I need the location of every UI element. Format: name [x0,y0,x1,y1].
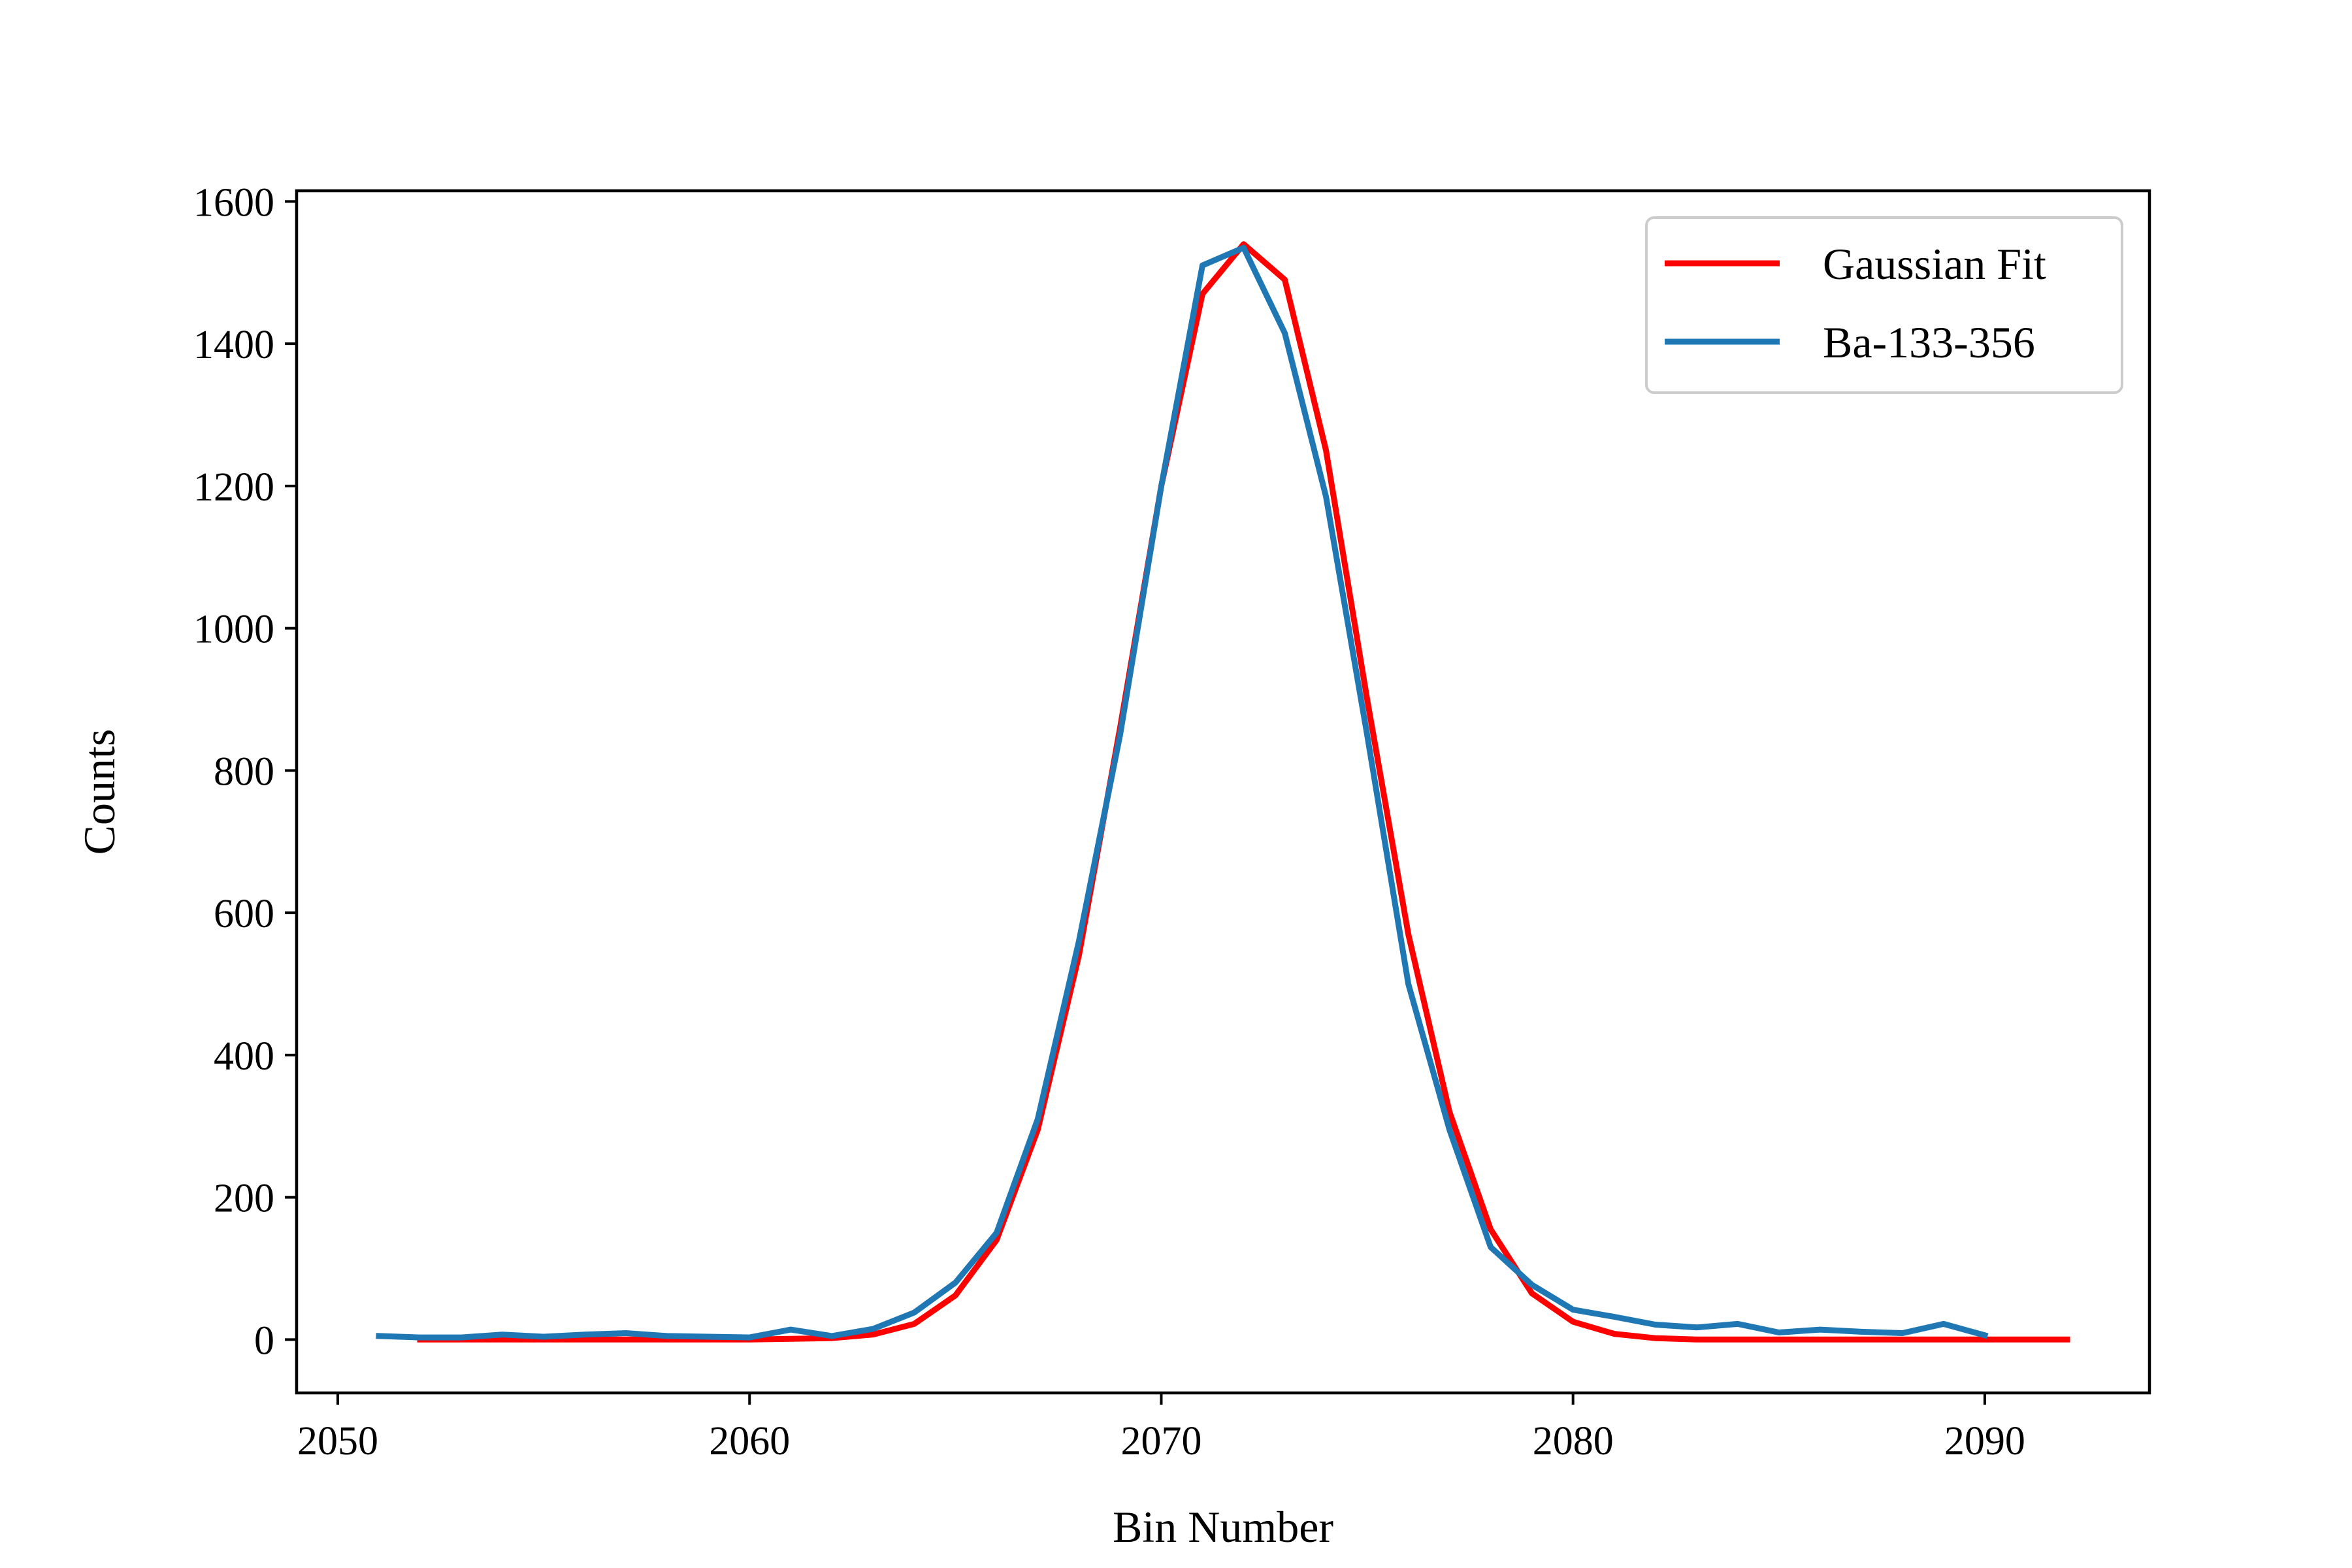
y-tick-label: 1600 [193,180,274,225]
y-axis-label: Counts [74,729,124,855]
x-tick-label: 2080 [1533,1419,1614,1463]
y-tick-label: 1000 [193,608,274,652]
legend: Gaussian Fit Ba-133-356 [1645,216,2123,394]
legend-entry-label: Gaussian Fit [1823,239,2046,289]
x-tick-label: 2060 [709,1419,790,1463]
y-tick-label: 0 [254,1318,274,1363]
x-tick-label: 2090 [1944,1419,2025,1463]
y-tick-label: 1200 [193,465,274,510]
axes-layer: 2050 2060 2070 2080 2090 0 200 400 600 800 1000 120… [193,180,2025,1463]
y-tick-label: 1400 [193,323,274,367]
series-line-gaussian-fit [417,241,2070,1343]
y-tick-label: 400 [214,1034,274,1079]
y-tick-label: 200 [214,1177,274,1221]
y-tick-label: 600 [214,892,274,936]
x-tick-label: 2050 [297,1419,378,1463]
plot-frame [295,189,2151,1395]
x-axis-label: Bin Number [1113,1502,1333,1552]
x-tick-label: 2070 [1120,1419,1201,1463]
y-tick-label: 800 [214,749,274,794]
series-line-ba-133-356 [376,244,1989,1341]
legend-entry-label: Ba-133-356 [1823,318,2035,367]
series-layer [376,241,2070,1343]
